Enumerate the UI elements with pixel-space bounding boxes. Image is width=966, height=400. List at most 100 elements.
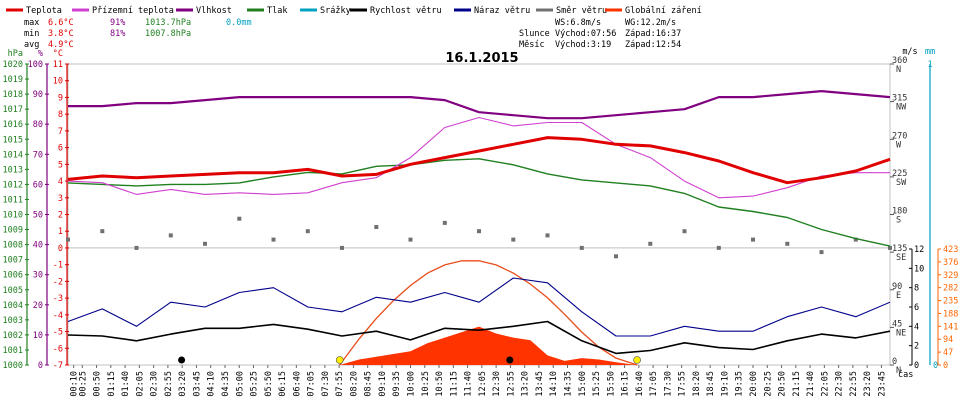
hpa-axis-tick-label: 1015 [3,135,23,145]
degc-axis-tick-label: -4 [53,311,63,321]
stats-min-press: 1007.8hPa [145,29,191,39]
x-axis: 00:1000:25 00:50 01:15 01:40 02:05 02:30 02:55… [70,365,913,397]
hpa-axis-tick-label: 1019 [3,75,23,85]
legend-label: Rychlost větru [370,6,442,16]
axes: hPa1020101910181017101610151014101310121… [3,47,959,376]
wdir-tick-compass: NE [896,328,906,338]
series-radiation-area [339,326,638,365]
pct-axis-tick-label: 100 [28,60,43,70]
wind-direction-point [442,220,447,225]
x-tick-label: 07:05 [307,371,317,397]
x-tick-label: 20:00 [749,371,759,397]
series-humidity [68,89,891,120]
legend: Teplota Přízemní teplota Vlhkost Tlak Srážky… [6,6,702,16]
wm2-tick-label: 0 [943,361,948,371]
stats-max-press: 1013.7hPa [145,18,191,28]
wind-direction-point [751,237,755,242]
degc-axis-tick-label: -3 [53,294,63,304]
x-axis-label: čas [898,369,913,380]
x-tick-label: 04:10 [207,371,217,397]
mm-tick-label: 1 [927,60,932,70]
hpa-axis-tick-label: 1012 [3,180,23,190]
x-tick-label: 19:35 [735,371,745,397]
stats-min-hum: 81% [110,29,125,39]
x-tick-label: 10:00 [407,371,417,397]
hpa-axis-tick-label: 1006 [3,271,23,281]
legend-label: Globální záření [625,6,702,16]
hpa-axis-title: hPa [8,49,23,59]
x-tick-label: 21:40 [806,371,816,397]
legend-label: Přízemní teplota [92,6,174,16]
hpa-axis-tick-label: 1009 [3,226,23,236]
x-tick-label: 20:50 [778,371,788,397]
stats-ws: WS:6.8m/s [555,18,601,28]
x-tick-label: 20:25 [763,371,773,397]
wdir-tick-label: 45 [892,319,902,329]
wdir-tick-label: 90 [892,282,902,292]
wdir-tick-label: 0 [892,357,897,367]
chart-title: 16.1.2015 [445,51,518,66]
degc-axis-tick-label: 6 [58,144,63,154]
hpa-axis-tick-label: 1002 [3,331,23,341]
wind-direction-point [545,233,550,238]
series-pressure [67,158,891,247]
wind-direction-point [648,241,653,246]
hpa-axis-tick-label: 1014 [3,150,23,160]
x-tick-label: 06:40 [292,371,302,397]
stats-panel: max 6.6°C 91% 1013.7hPa 0.0mm min 3.8°C … [24,18,681,50]
x-tick-label: 08:20 [349,371,359,397]
x-tick-label: 03:45 [192,371,202,397]
x-tick-label: 00:25 [78,371,88,397]
x-tick-label: 18:45 [706,371,716,397]
x-tick-label: 02:30 [150,371,160,397]
hpa-axis-tick-label: 1000 [3,361,23,371]
x-tick-label: 16:40 [635,371,645,397]
wind-direction-point [134,245,139,250]
ms-tick-label: 2 [914,342,919,352]
x-tick-label: 22:30 [835,371,845,397]
sun-marker [633,356,641,364]
legend-label: Směr větru [556,6,607,16]
x-tick-label: 22:55 [849,371,859,397]
x-tick-label: 13:45 [535,371,545,397]
degc-axis-tick-label: -5 [53,328,63,338]
ms-tick-label: 8 [914,284,919,294]
degc-axis-tick-label: 10 [53,77,63,87]
ms-tick-label: 6 [914,303,919,313]
x-tick-label: 02:05 [135,371,145,397]
legend-label: Náraz větru [474,6,530,16]
wdir-tick-compass: N [896,65,901,75]
x-tick-label: 11:15 [449,371,459,397]
stats-max-label: max [24,18,39,28]
degc-axis-tick-label: 9 [58,93,63,103]
hpa-axis-tick-label: 1003 [3,316,23,326]
wdir-tick-label: 360 [892,56,907,66]
pct-axis-tick-label: 70 [33,150,43,160]
series-theoretical-radiation [339,260,638,366]
wind-direction-point [579,245,584,250]
wind-direction-point [305,229,310,234]
x-tick-label: 05:00 [235,371,245,397]
x-tick-label: 10:25 [421,371,431,397]
degc-axis-tick-label: 8 [58,110,63,120]
wind-direction-point [237,216,242,221]
series-ground-temp [67,116,890,199]
x-tick-label: 14:35 [563,371,573,397]
x-tick-label: 23:20 [863,371,873,397]
x-tick-label: 18:20 [692,371,702,397]
wm2-tick-label: 47 [943,348,953,358]
x-tick-label: 17:05 [649,371,659,397]
x-tick-label: 06:15 [278,371,288,397]
wind-direction-point [100,229,105,234]
plot-area [66,89,892,366]
wm2-tick-label: 329 [943,271,958,281]
stats-min-temp: 3.8°C [48,29,74,39]
moon-marker [178,356,186,364]
series-wind-gust [67,277,891,337]
wdir-tick-compass: SE [896,253,906,263]
wind-direction-point [374,225,379,229]
x-tick-label: 12:55 [506,371,516,397]
wdir-tick-compass: S [896,216,901,226]
stats-moon-set: Západ:12:54 [625,40,681,50]
